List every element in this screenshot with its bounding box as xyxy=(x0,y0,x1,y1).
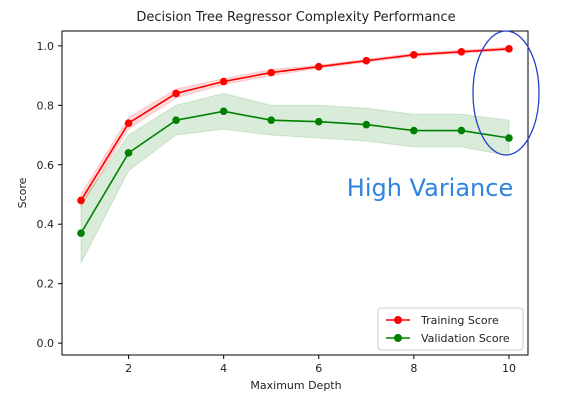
training-score-point xyxy=(505,45,513,53)
training-score-point xyxy=(124,119,133,127)
validation-score-point xyxy=(172,116,180,124)
training-score-point xyxy=(362,56,371,65)
y-tick-label: 0.4 xyxy=(37,218,55,231)
training-score-point xyxy=(314,62,323,71)
validation-score-point xyxy=(457,126,466,135)
legend-box xyxy=(377,307,524,351)
x-tick-label: 6 xyxy=(315,362,322,375)
validation-score-point xyxy=(219,107,228,116)
series-lines xyxy=(80,48,510,234)
legend-validation-label: Validation Score xyxy=(421,332,510,345)
high-variance-annotation: High Variance xyxy=(347,174,513,202)
validation-score-point xyxy=(124,149,133,157)
x-axis-label: Maximum Depth xyxy=(250,379,341,392)
validation-score-line xyxy=(80,110,510,234)
x-tick-label: 8 xyxy=(410,362,417,375)
confidence-bands xyxy=(80,46,510,264)
legend-training-label: Training Score xyxy=(420,314,499,327)
training-score-point xyxy=(457,48,466,56)
training-score-point xyxy=(172,89,180,98)
training-score-line xyxy=(80,48,510,201)
validation-score-band xyxy=(80,92,510,264)
validation-score-point xyxy=(505,134,513,142)
x-tick-label: 10 xyxy=(502,362,516,375)
series-points xyxy=(77,45,513,237)
chart-title: Decision Tree Regressor Complexity Perfo… xyxy=(136,10,455,25)
y-tick-label: 1.0 xyxy=(37,40,55,53)
y-tick-label: 0.0 xyxy=(37,337,55,350)
training-score-point xyxy=(77,196,85,205)
plot-frame xyxy=(61,30,529,356)
validation-score-point xyxy=(410,126,418,135)
legend-validation-marker xyxy=(394,334,402,342)
legend: Training Score Validation Score xyxy=(377,307,524,351)
y-tick-label: 0.8 xyxy=(37,99,55,112)
validation-score-point xyxy=(362,120,371,129)
y-axis-ticks: 0.0 0.2 0.4 0.6 0.8 1.0 xyxy=(37,40,62,350)
y-tick-label: 0.6 xyxy=(37,159,55,172)
x-tick-label: 2 xyxy=(125,362,132,375)
x-axis-ticks: 2 4 6 8 10 xyxy=(125,355,516,375)
x-tick-label: 4 xyxy=(220,362,227,375)
high-variance-highlight-ellipse xyxy=(472,30,540,156)
validation-score-point xyxy=(267,116,276,124)
training-score-point xyxy=(219,77,228,86)
training-score-point xyxy=(267,68,276,77)
legend-training-marker xyxy=(394,316,402,324)
training-score-point xyxy=(410,50,418,59)
y-tick-label: 0.2 xyxy=(37,278,55,291)
validation-score-point xyxy=(314,117,323,126)
y-axis-label: Score xyxy=(16,177,29,208)
validation-score-point xyxy=(77,229,85,237)
